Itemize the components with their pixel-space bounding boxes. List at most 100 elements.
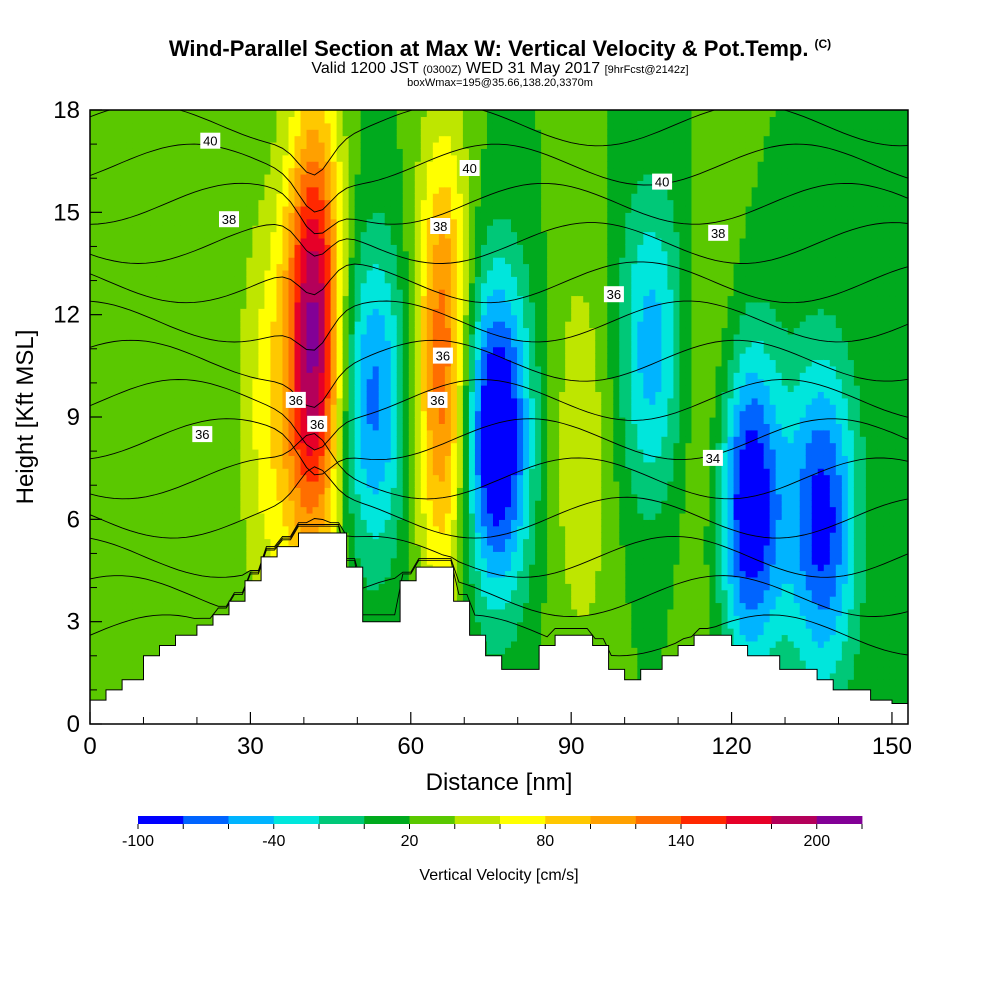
velocity-cell (366, 602, 374, 610)
velocity-cell (252, 295, 260, 303)
velocity-cell (330, 468, 338, 476)
velocity-cell (144, 602, 151, 610)
velocity-cell (264, 244, 272, 252)
velocity-cell (252, 551, 260, 559)
velocity-cell (324, 276, 332, 284)
velocity-cell (180, 615, 187, 623)
velocity-cell (396, 218, 404, 226)
velocity-cell (96, 474, 103, 482)
velocity-cell (156, 308, 163, 316)
velocity-cell (96, 679, 103, 687)
velocity-cell (132, 391, 139, 399)
velocity-cell (234, 276, 241, 284)
velocity-cell (258, 110, 266, 117)
velocity-cell (156, 154, 163, 162)
velocity-cell (234, 340, 241, 348)
velocity-cell (330, 205, 338, 213)
velocity-cell (264, 340, 272, 348)
velocity-cell (348, 487, 356, 495)
velocity-cell (132, 378, 139, 386)
velocity-cell (330, 295, 338, 303)
velocity-cell (312, 391, 320, 399)
velocity-cell (162, 564, 169, 572)
velocity-cell (228, 327, 235, 335)
velocity-cell (384, 257, 392, 265)
velocity-cell (288, 308, 296, 316)
velocity-cell (390, 161, 398, 169)
velocity-cell (168, 474, 175, 482)
velocity-cell (210, 346, 217, 354)
velocity-cell (348, 448, 356, 456)
velocity-cell (336, 250, 344, 258)
velocity-cell (354, 468, 362, 476)
velocity-cell (108, 154, 115, 162)
velocity-cell (294, 417, 302, 424)
velocity-cell (372, 506, 380, 514)
velocity-cell (318, 359, 326, 367)
velocity-cell (96, 525, 103, 533)
velocity-cell (276, 180, 284, 188)
velocity-cell (246, 148, 253, 156)
velocity-cell (228, 391, 235, 399)
velocity-cell (156, 442, 163, 450)
velocity-cell (216, 244, 223, 252)
velocity-cell (210, 365, 217, 373)
velocity-cell (108, 442, 115, 450)
velocity-cell (384, 385, 392, 393)
velocity-cell (186, 333, 193, 341)
velocity-cell (138, 512, 145, 520)
velocity-cell (252, 321, 260, 329)
velocity-cell (102, 257, 109, 265)
velocity-cell (372, 372, 380, 380)
velocity-cell (306, 263, 314, 271)
velocity-cell (234, 487, 241, 495)
velocity-cell (354, 544, 362, 552)
velocity-cell (132, 589, 139, 597)
velocity-cell (90, 353, 97, 361)
velocity-cell (186, 621, 193, 629)
velocity-cell (330, 148, 338, 156)
velocity-cell (294, 346, 302, 354)
velocity-cell (114, 282, 121, 290)
velocity-cell (210, 557, 217, 565)
velocity-cell (138, 532, 145, 540)
velocity-cell (330, 110, 338, 117)
velocity-cell (252, 417, 260, 424)
velocity-cell (210, 570, 217, 578)
velocity-cell (390, 340, 398, 348)
velocity-cell (216, 474, 223, 482)
velocity-cell (324, 340, 332, 348)
velocity-cell (282, 212, 290, 220)
velocity-cell (174, 154, 181, 162)
velocity-cell (216, 321, 223, 329)
velocity-cell (198, 231, 205, 239)
velocity-cell (282, 410, 290, 418)
velocity-cell (288, 173, 296, 181)
velocity-cell (276, 519, 284, 527)
velocity-cell (216, 282, 223, 290)
velocity-cell (132, 135, 139, 143)
velocity-cell (348, 468, 356, 476)
velocity-cell (132, 110, 139, 117)
velocity-cell (168, 372, 175, 380)
velocity-cell (252, 353, 260, 361)
velocity-cell (216, 263, 223, 271)
velocity-cell (120, 608, 127, 616)
velocity-cell (150, 596, 157, 604)
velocity-cell (180, 468, 187, 476)
velocity-cell (360, 378, 368, 386)
velocity-cell (144, 257, 151, 265)
velocity-cell (318, 295, 326, 303)
velocity-cell (216, 167, 223, 175)
velocity-cell (390, 532, 398, 540)
velocity-cell (192, 257, 199, 265)
velocity-cell (300, 116, 308, 124)
velocity-cell (228, 314, 235, 322)
velocity-cell (258, 461, 266, 469)
velocity-cell (150, 385, 157, 393)
velocity-cell (138, 647, 145, 655)
velocity-cell (222, 365, 229, 373)
velocity-cell (348, 276, 356, 284)
velocity-cell (264, 301, 272, 309)
velocity-cell (378, 391, 386, 399)
